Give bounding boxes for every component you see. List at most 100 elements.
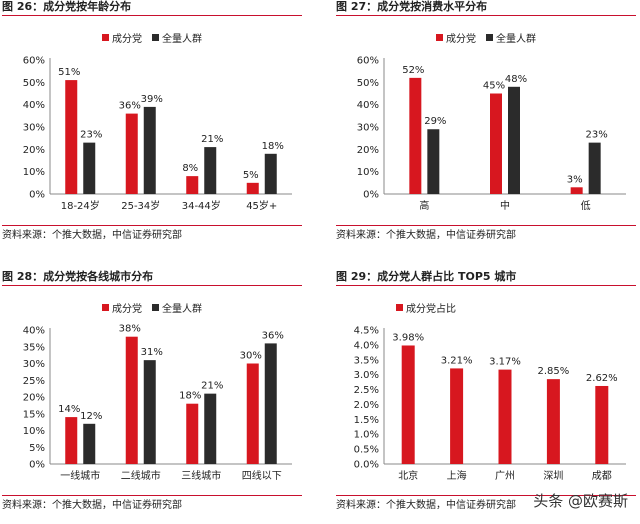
- bar-chart-top5-cities: 0.0% 0.5% 1.0% 1.5% 2.0% 2.5% 3.0% 3.5% 4.0% 4.5%…: [354, 326, 626, 482]
- y-tick-label: 40%: [23, 100, 45, 111]
- y-tick-label: 10%: [357, 167, 379, 178]
- x-tick-label: 深圳: [543, 470, 563, 482]
- data-label: 3%: [567, 174, 583, 185]
- source-note: 资料来源：个推大数据，中信证券研究部: [336, 230, 516, 241]
- x-tick-label: 45岁+: [246, 199, 277, 212]
- bar: [508, 86, 520, 194]
- chart-title: 图 28：成分党按各线城市分布: [2, 270, 154, 283]
- source-note: 资料来源：个推大数据，中信证券研究部: [336, 500, 516, 511]
- data-label: 23%: [80, 130, 102, 141]
- y-tick-label: 25%: [23, 376, 45, 387]
- data-label: 5%: [243, 170, 259, 181]
- bar: [246, 182, 259, 194]
- chart-title: 图 27：成分党按消费水平分布: [336, 0, 488, 13]
- legend-item-all: 全量人群: [152, 300, 202, 315]
- x-tick-label: 二线城市: [121, 469, 161, 482]
- y-tick-label: 60%: [23, 56, 45, 67]
- title-divider: [336, 15, 636, 16]
- data-label: 21%: [201, 134, 223, 145]
- bar: [65, 80, 78, 194]
- x-tick-label: 中: [500, 199, 510, 212]
- y-tick-label: 3.0%: [354, 370, 379, 381]
- legend-label: 成分党: [112, 304, 142, 315]
- data-label: 52%: [402, 65, 424, 76]
- source-note: 资料来源：个推大数据，中信证券研究部: [2, 500, 182, 511]
- data-label: 51%: [58, 67, 80, 78]
- chart-panel-city-tier: 图 28：成分党按各线城市分布 成分党 全量人群 0% 5% 10% 15% 20% 25…: [2, 270, 302, 520]
- x-tick-label: 四线以下: [242, 469, 282, 482]
- x-tick-label: 上海: [447, 469, 467, 482]
- source-divider: [336, 495, 636, 496]
- bar: [490, 93, 502, 194]
- legend-label: 成分党: [446, 34, 476, 45]
- chart-panel-age: 图 26：成分党按年龄分布 成分党 全量人群 0% 10% 20% 30% 40% 50%…: [2, 0, 302, 250]
- data-label: 36%: [119, 101, 141, 112]
- y-tick-label: 40%: [357, 100, 379, 111]
- data-label: 2.85%: [538, 366, 570, 377]
- y-tick-label: 5%: [29, 443, 45, 454]
- bar: [498, 369, 512, 464]
- y-tick-label: 15%: [23, 409, 45, 420]
- data-label: 12%: [80, 411, 102, 422]
- y-tick-label: 30%: [23, 359, 45, 370]
- bar: [409, 77, 422, 194]
- y-tick-label: 20%: [23, 145, 45, 156]
- data-label: 2.62%: [586, 373, 618, 384]
- y-tick-label: 10%: [23, 167, 45, 178]
- data-label: 21%: [201, 381, 223, 392]
- data-label: 3.98%: [392, 332, 424, 343]
- bar: [427, 129, 440, 194]
- legend-swatch-all: [152, 34, 159, 41]
- bar: [186, 403, 199, 464]
- bar: [83, 423, 96, 464]
- x-tick-label: 高: [419, 199, 429, 212]
- data-label: 3.17%: [489, 357, 521, 368]
- y-tick-label: 10%: [23, 426, 45, 437]
- legend-item-party: 成分党: [436, 30, 476, 45]
- y-tick-label: 30%: [23, 123, 45, 134]
- legend-swatch-all: [152, 304, 159, 311]
- legend-label: 全量人群: [162, 34, 202, 45]
- data-label: 30%: [240, 351, 262, 362]
- data-label: 45%: [483, 81, 505, 92]
- legend-label: 全量人群: [162, 304, 202, 315]
- y-tick-label: 1.0%: [354, 430, 379, 441]
- x-tick-label: 北京: [398, 469, 418, 482]
- bar: [264, 153, 277, 194]
- y-tick-label: 1.5%: [354, 415, 379, 426]
- legend-swatch-party: [102, 304, 109, 311]
- data-label: 48%: [505, 74, 527, 85]
- chart-legend: 成分党占比: [396, 300, 456, 315]
- bar: [264, 343, 277, 464]
- x-tick-label: 一线城市: [60, 469, 100, 482]
- y-tick-label: 4.5%: [354, 326, 379, 337]
- data-label: 18%: [262, 141, 284, 152]
- y-tick-label: 40%: [23, 326, 45, 337]
- y-tick-label: 60%: [357, 56, 379, 67]
- watermark-text: 头条 @欧赛斯: [533, 492, 628, 510]
- legend-swatch-party: [436, 34, 443, 41]
- y-tick-label: 0%: [363, 190, 379, 201]
- bar: [65, 417, 78, 464]
- chart-title: 图 29：成分党人群占比 TOP5 城市: [336, 270, 517, 283]
- y-tick-label: 2.0%: [354, 400, 379, 411]
- y-tick-label: 30%: [357, 123, 379, 134]
- y-tick-label: 20%: [23, 393, 45, 404]
- bar: [143, 106, 156, 194]
- y-tick-label: 0.0%: [354, 460, 379, 471]
- data-label: 8%: [182, 163, 198, 174]
- y-tick-label: 50%: [23, 78, 45, 89]
- bar: [204, 147, 217, 194]
- data-label: 29%: [424, 116, 446, 127]
- bar: [125, 113, 138, 194]
- legend-item-party: 成分党: [102, 300, 142, 315]
- chart-legend: 成分党 全量人群: [102, 300, 202, 315]
- y-tick-label: 35%: [23, 342, 45, 353]
- bar: [588, 142, 601, 194]
- legend-swatch-party: [102, 34, 109, 41]
- source-divider: [2, 495, 302, 496]
- bar: [83, 142, 96, 194]
- legend-label: 全量人群: [496, 34, 536, 45]
- y-tick-label: 0%: [29, 460, 45, 471]
- data-label: 3.21%: [441, 355, 473, 366]
